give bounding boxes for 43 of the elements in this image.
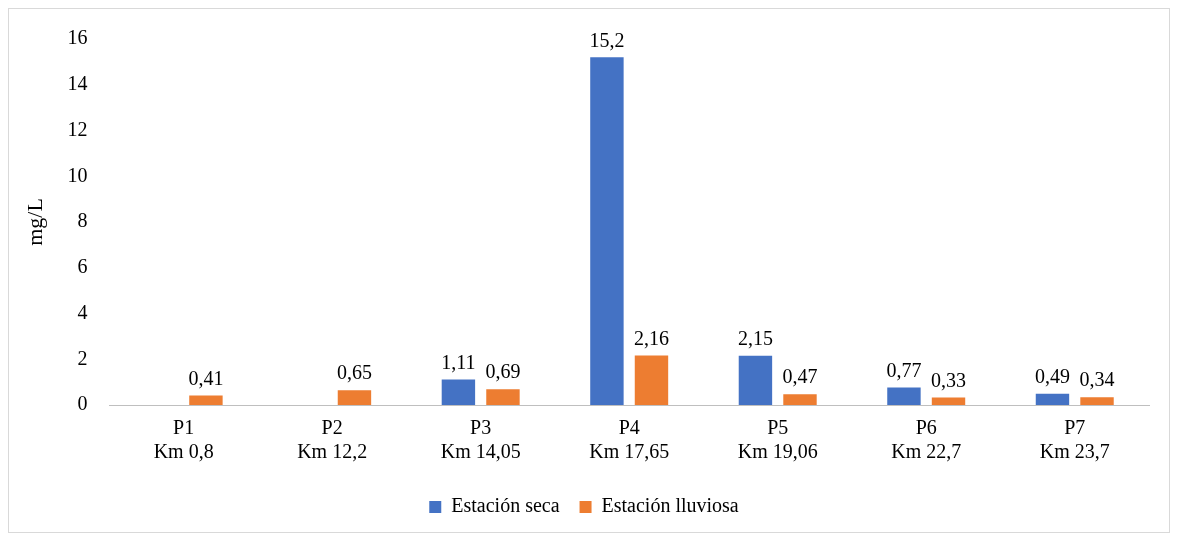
data-label: 1,11 (441, 350, 476, 373)
bar (1080, 397, 1114, 405)
bar (590, 57, 624, 405)
data-label: 0,41 (188, 366, 224, 389)
data-label: 2,15 (737, 327, 773, 350)
bar (189, 395, 223, 405)
data-label: 2,16 (633, 326, 669, 349)
y-tick-label: 10 (67, 163, 88, 186)
bar (337, 390, 372, 405)
data-label: 0,69 (485, 360, 521, 383)
x-tick-label: P2 Km 12,2 (297, 416, 368, 463)
y-axis-title: mg/L (21, 198, 47, 246)
bar (783, 394, 817, 405)
y-tick-label: 12 (67, 117, 88, 140)
data-label: 15,2 (589, 28, 625, 51)
bar (931, 397, 966, 405)
data-label: 0,49 (1034, 365, 1070, 388)
legend-label: Estación seca (451, 494, 560, 517)
y-tick-label: 8 (77, 209, 88, 232)
bar (441, 379, 476, 405)
bar (887, 387, 921, 405)
x-tick-label: P6 Km 22,7 (891, 416, 962, 463)
data-label: 0,33 (931, 368, 967, 391)
x-tick-label: P4 Km 17,65 (589, 416, 670, 463)
legend-label: Estación lluviosa (601, 494, 739, 517)
y-tick-label: 14 (67, 72, 88, 94)
y-tick-label: 4 (77, 300, 88, 323)
data-label: 0,47 (782, 365, 818, 388)
x-tick-label: P3 Km 14,05 (440, 416, 521, 463)
bar (738, 355, 773, 405)
bar (1035, 393, 1070, 405)
x-tick-label: P5 Km 19,06 (737, 416, 818, 463)
data-label: 0,77 (886, 358, 922, 381)
data-label: 0,34 (1079, 368, 1115, 391)
data-label: 0,65 (336, 361, 372, 384)
y-tick-label: 0 (77, 392, 88, 415)
y-tick-label: 2 (77, 346, 88, 369)
y-tick-label: 6 (77, 255, 88, 277)
bar (634, 355, 669, 405)
bar (486, 389, 520, 405)
x-tick-label: P7 Km 23,7 (1039, 416, 1110, 463)
x-tick-label: P1 Km 0,8 (153, 416, 214, 463)
y-tick-label: 16 (67, 26, 88, 49)
